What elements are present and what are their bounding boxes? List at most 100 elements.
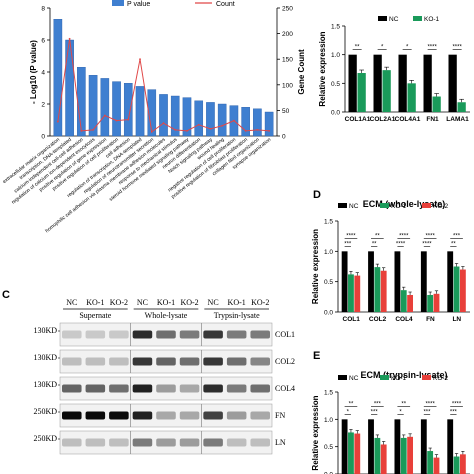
pE-legend-swatch xyxy=(338,375,347,380)
count-point xyxy=(68,37,71,40)
ecm-whole-panel: D 0.0 0.5 1.0 1.5 Relative expression ECM (wh… xyxy=(311,189,470,323)
blot-band xyxy=(250,330,270,339)
pB-bar xyxy=(423,54,432,112)
pD-y-tick-label: 1.0 xyxy=(324,249,333,256)
pD-sig-label: ** xyxy=(375,233,380,239)
pD-legend-label: NC xyxy=(349,203,359,210)
pD-bar xyxy=(420,251,427,312)
pD-bar xyxy=(459,269,466,312)
pD-bar xyxy=(400,290,407,312)
blot-band xyxy=(179,357,200,366)
pE-bar xyxy=(453,456,460,474)
pD-sig-label: **** xyxy=(422,241,432,247)
pE-bar xyxy=(400,437,407,474)
pD-x-tick-label: COL2 xyxy=(369,316,387,323)
pD-sig-label: ** xyxy=(451,241,456,247)
enrich-bar xyxy=(135,86,145,137)
pE-legend-swatch xyxy=(422,375,431,380)
pD-bar xyxy=(394,251,401,312)
count-point xyxy=(186,129,188,132)
pD-x-tick-label: FN xyxy=(426,316,435,323)
enrich-bar xyxy=(170,95,180,137)
enrich-bar xyxy=(100,78,110,137)
blot-band xyxy=(203,411,223,420)
blot-band xyxy=(62,330,82,339)
legend-pvalue-label: P value xyxy=(127,1,150,8)
blot-lane-label: KO-1 xyxy=(86,298,104,307)
blot-band xyxy=(156,357,176,366)
pE-sig-label: *** xyxy=(450,409,458,415)
blot-protein-label: COL4 xyxy=(275,384,295,393)
legend-count-label: Count xyxy=(216,1,235,8)
pB-x-tick-label: FN1 xyxy=(426,116,439,123)
blot-lane-label: NC xyxy=(137,298,148,307)
pD-y-tick-label: 0.5 xyxy=(324,279,333,286)
pD-legend-swatch xyxy=(422,203,431,208)
pD-sig-label: **** xyxy=(396,241,406,247)
count-point xyxy=(92,128,94,131)
pB-legend-label: KO-1 xyxy=(424,16,440,23)
blot-lane-label: KO-2 xyxy=(251,298,269,307)
pE-bar xyxy=(427,451,434,474)
enrich-left-tick-label: 6 xyxy=(41,38,45,45)
pB-sig-label: * xyxy=(381,45,384,51)
pE-bar xyxy=(394,419,401,474)
pB-legend-swatch xyxy=(378,16,387,21)
pB-legend-label: NC xyxy=(389,16,399,23)
pB-legend-swatch xyxy=(413,16,422,21)
count-point xyxy=(139,58,141,61)
pE-bar xyxy=(459,454,466,474)
enrich-bar xyxy=(217,103,227,137)
enrich-bar xyxy=(241,106,250,137)
pB-x-tick-label: COL4A1 xyxy=(395,116,421,123)
pE-ylabel: Relative expression xyxy=(311,395,320,470)
blot-band xyxy=(109,438,129,447)
enrich-bar xyxy=(147,89,157,137)
panel-label-e: E xyxy=(313,350,320,362)
pD-bar xyxy=(380,270,387,312)
blot-band xyxy=(250,411,270,420)
enrich-bar xyxy=(123,82,133,137)
pE-y-tick-label: 1.5 xyxy=(324,390,333,397)
blot-band xyxy=(226,384,247,393)
pD-legend-label: KO-2 xyxy=(433,203,449,210)
enrich-right-tick-label: 250 xyxy=(282,6,293,13)
blot-lane-label: KO-1 xyxy=(157,298,175,307)
pD-bar xyxy=(453,266,460,312)
pB-bar xyxy=(382,70,391,112)
enrich-bar xyxy=(206,102,215,137)
enrich-bar xyxy=(159,94,168,137)
pD-bar xyxy=(354,275,361,312)
pE-sig-label: **** xyxy=(425,401,435,407)
enrich-right-tick-label: 100 xyxy=(282,82,293,89)
pE-sig-label: *** xyxy=(371,409,379,415)
blot-protein-label: COL2 xyxy=(275,357,295,366)
blot-band xyxy=(226,411,247,420)
blot-marker-label: 130KD xyxy=(33,326,57,335)
blot-lane-label: KO-1 xyxy=(228,298,246,307)
enrich-bar xyxy=(77,66,86,137)
blot-band xyxy=(85,330,106,339)
pD-bar xyxy=(407,295,413,312)
blot-band xyxy=(132,357,153,366)
blot-lane-label: KO-2 xyxy=(110,298,128,307)
pE-sig-label: **** xyxy=(452,401,462,407)
count-point xyxy=(103,114,106,117)
pB-bar xyxy=(457,102,466,112)
pD-sig-label: **** xyxy=(399,233,409,239)
pD-bar xyxy=(348,274,354,312)
pE-legend-label: NC xyxy=(349,375,359,382)
pB-y-tick-label: 1.0 xyxy=(331,52,340,59)
enrich-left-tick-label: 8 xyxy=(41,6,45,13)
count-point xyxy=(80,129,83,132)
pE-sig-label: *** xyxy=(423,409,431,415)
blot-band xyxy=(85,411,106,420)
blot-band xyxy=(109,330,129,339)
enrich-right-tick-label: 200 xyxy=(282,31,293,38)
blot-band xyxy=(85,357,106,366)
pD-bar xyxy=(427,295,434,312)
blot-band xyxy=(109,357,129,366)
enrich-left-tick-label: 2 xyxy=(41,102,45,109)
count-point xyxy=(127,118,130,121)
enrich-bar xyxy=(112,81,121,137)
